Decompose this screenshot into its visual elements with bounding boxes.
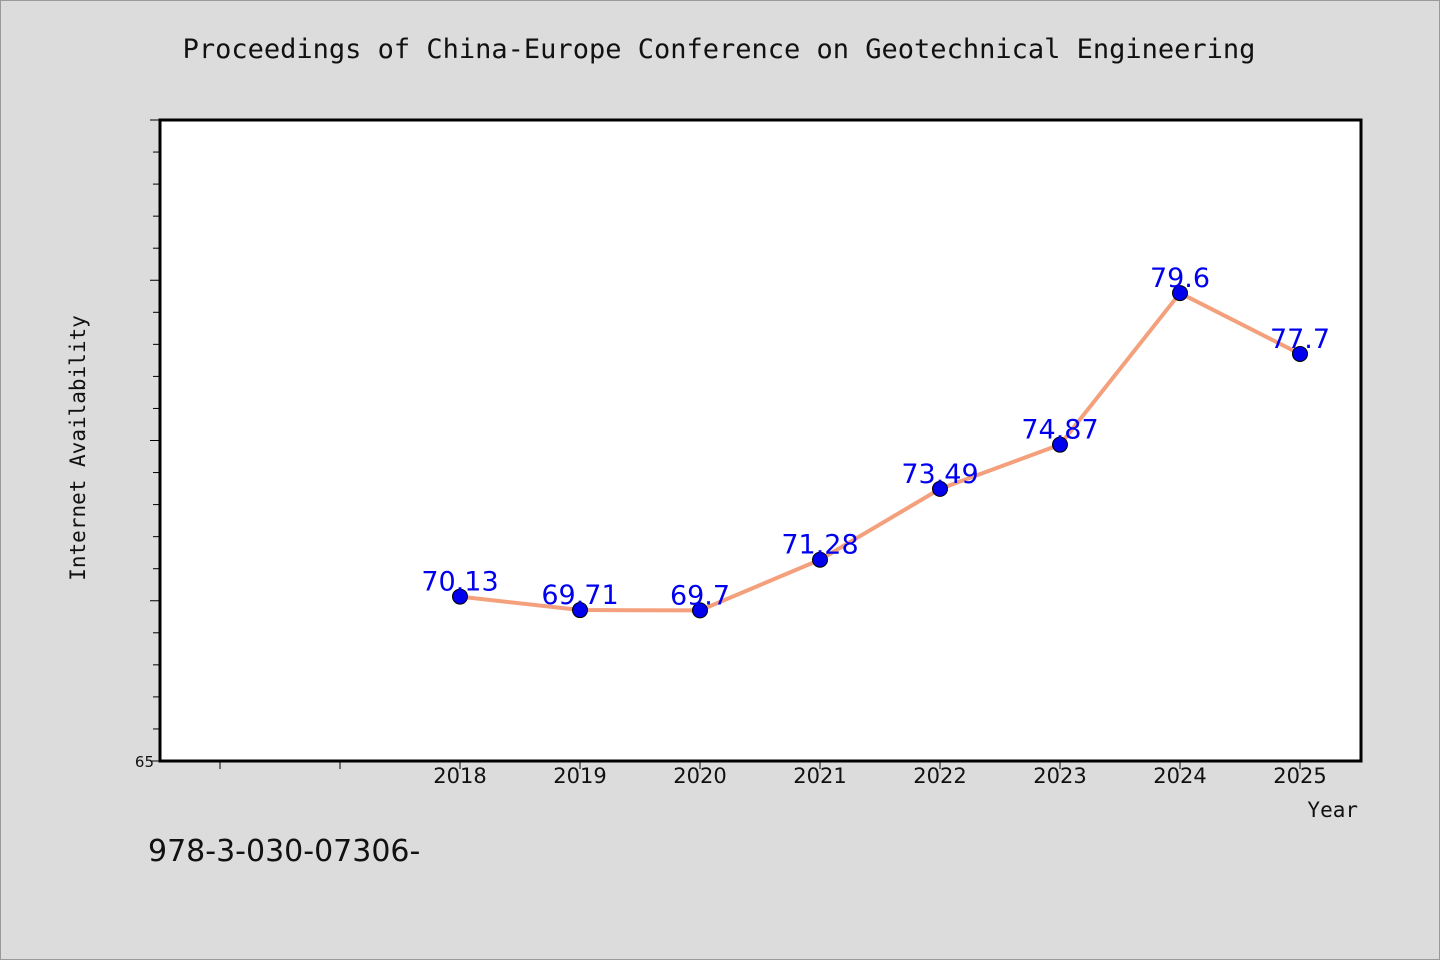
- series-line: [458, 291, 1302, 613]
- plot-area: [158, 118, 1363, 763]
- data-label: 70.13: [421, 567, 498, 598]
- data-point: [572, 602, 588, 619]
- data-point: [1292, 345, 1308, 362]
- x-axis-label: Year: [1307, 798, 1358, 822]
- data-label: 73.49: [901, 459, 978, 490]
- data-label: 74.87: [1021, 415, 1098, 446]
- y-tick-label: 65: [135, 753, 154, 771]
- x-tick-label: 2025: [1273, 764, 1326, 788]
- x-tick-label: 2024: [1153, 764, 1206, 788]
- x-tick-label: 2021: [793, 764, 846, 788]
- data-point: [1172, 285, 1188, 302]
- data-label: 77.7: [1270, 324, 1330, 355]
- x-tick-label: 2023: [1033, 764, 1086, 788]
- x-tick-label: 2018: [433, 764, 486, 788]
- data-label: 79.6: [1150, 263, 1210, 294]
- data-point: [812, 551, 828, 568]
- chart-title: Proceedings of China-Europe Conference o…: [182, 34, 1256, 65]
- x-tick-label: 2019: [553, 764, 606, 788]
- isbn-text: 978-3-030-07306-: [148, 834, 421, 869]
- data-point: [1052, 436, 1068, 453]
- data-label: 71.28: [781, 530, 858, 561]
- data-point: [452, 588, 468, 605]
- data-point: [932, 480, 948, 497]
- y-axis-label: Internet Availability: [66, 315, 90, 581]
- data-label: 69.7: [670, 580, 730, 611]
- x-tick-label: 2022: [913, 764, 966, 788]
- data-point: [692, 602, 708, 619]
- data-label: 69.71: [541, 580, 618, 611]
- x-tick-label: 2020: [673, 764, 726, 788]
